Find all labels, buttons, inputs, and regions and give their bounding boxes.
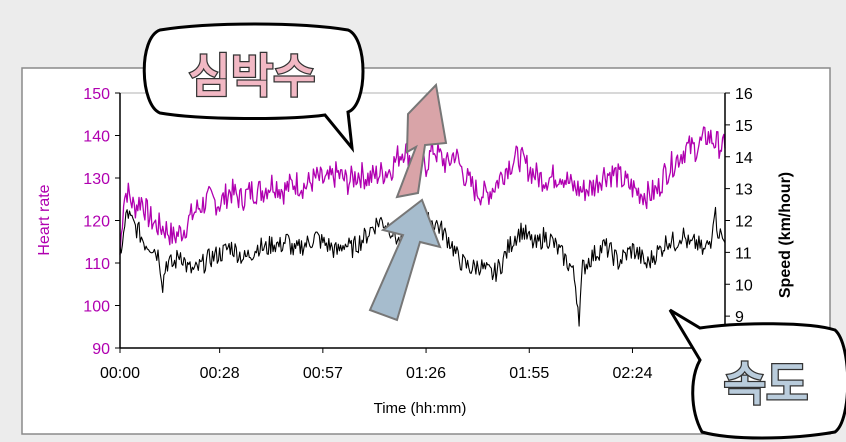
right-tick-label: 16 — [735, 86, 753, 103]
left-tick-label: 140 — [83, 129, 110, 146]
x-tick-label: 00:28 — [200, 365, 240, 382]
left-tick-label: 100 — [83, 299, 110, 316]
speed-callout-text: 속도 — [724, 357, 809, 411]
x-tick-label: 01:26 — [406, 365, 446, 382]
tick-labels: 90 100 110 120 130 140 150 9 10 11 12 13 14 15 16 00:00… — [83, 86, 753, 382]
right-tick-label: 12 — [735, 214, 753, 231]
left-tick-label: 150 — [83, 86, 110, 103]
x-tick-label: 01:55 — [509, 365, 549, 382]
right-tick-label: 10 — [735, 277, 753, 294]
heart-rate-callout-bubble — [142, 22, 365, 153]
x-tick-label: 00:57 — [303, 365, 343, 382]
pink-up-arrow — [395, 82, 448, 199]
heart-rate-callout-text: 심박수 — [189, 49, 316, 103]
left-tick-label: 120 — [83, 214, 110, 231]
blue-up-arrow — [368, 198, 442, 322]
left-tick-label: 90 — [92, 341, 110, 358]
speed-callout-bubble — [668, 308, 846, 440]
right-tick-label: 9 — [735, 309, 744, 326]
left-axis-title: Heart rate — [36, 184, 53, 255]
right-tick-label: 13 — [735, 182, 753, 199]
right-axis-title: Speed (km/hour) — [777, 172, 794, 298]
x-tick-label: 02:24 — [612, 365, 652, 382]
x-axis-title: Time (hh:mm) — [374, 400, 467, 417]
left-tick-label: 110 — [84, 256, 110, 273]
right-tick-label: 11 — [735, 245, 752, 262]
left-tick-label: 130 — [83, 171, 110, 188]
right-tick-label: 14 — [735, 150, 753, 167]
right-tick-label: 15 — [735, 118, 753, 135]
x-tick-label: 00:00 — [100, 365, 140, 382]
